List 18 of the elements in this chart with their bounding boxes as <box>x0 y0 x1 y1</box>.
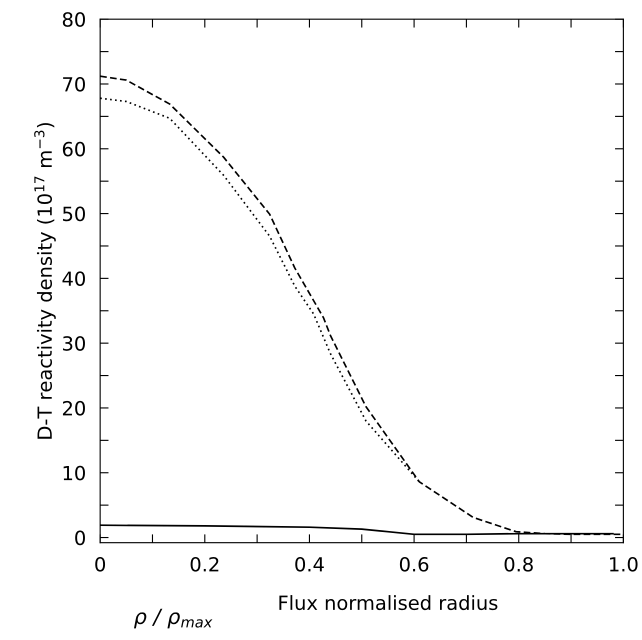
x-tick-label: 0.8 <box>504 556 533 572</box>
y-tick-label: 50 <box>63 206 85 222</box>
y-tick-label: 40 <box>62 271 85 286</box>
text: ρ / ρ$_{max}$ <box>134 608 212 628</box>
y-tick-label: 0 <box>75 530 85 546</box>
y-tick-label: 30 <box>63 336 85 351</box>
x-tick-label: 0.6 <box>400 556 428 572</box>
x-tick-label: 1.0 <box>610 556 638 572</box>
x-tick-label: 0 <box>95 556 106 572</box>
y-axis-title: D-T reactivity density (10$^{17}$ m$^{−3}$) <box>34 123 56 439</box>
y-tick-label: 20 <box>62 400 85 416</box>
x-axis-title: Flux normalised radius <box>279 595 498 610</box>
y-tick-label: 60 <box>62 142 85 156</box>
y-tick-label: 80 <box>62 12 85 27</box>
x-tick-label: 0.4 <box>295 556 324 572</box>
x-tick-label: 0.2 <box>190 556 218 572</box>
y-tick-label: 70 <box>63 76 85 92</box>
y-tick-label: 10 <box>64 466 85 480</box>
